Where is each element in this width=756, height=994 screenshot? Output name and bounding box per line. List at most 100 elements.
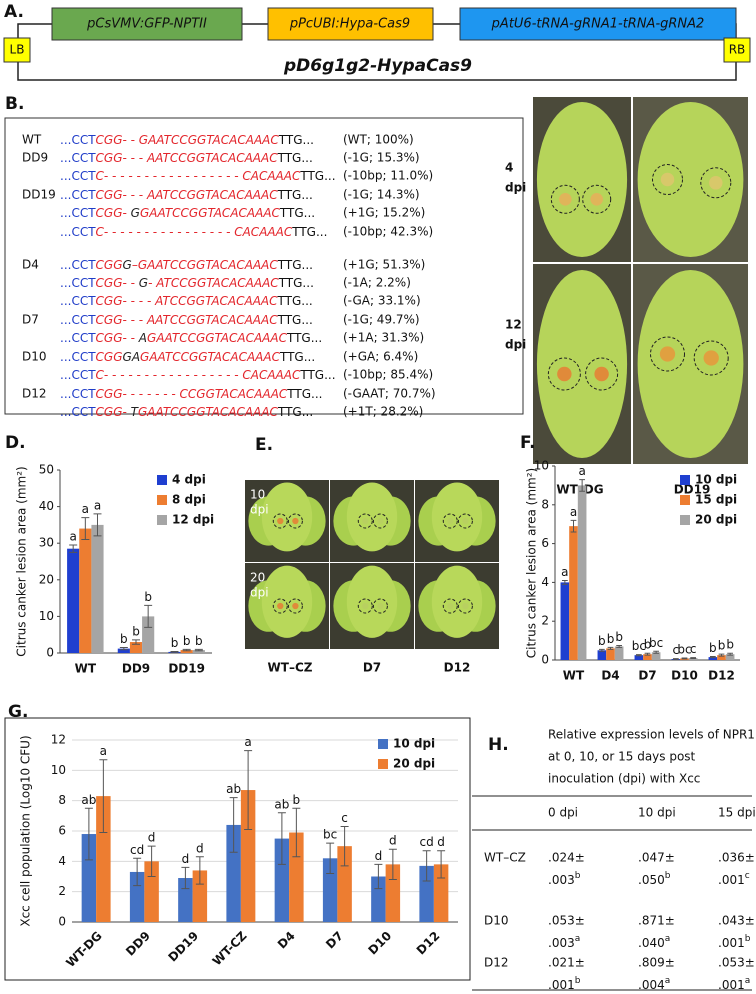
error-bar (69, 544, 78, 553)
lesion-outline (652, 164, 683, 195)
lesion-outline (585, 357, 619, 391)
lesion (660, 172, 675, 187)
cell-mean: .053± (548, 914, 585, 928)
seq-segment: CGG- (96, 206, 131, 220)
error-bar (132, 639, 140, 645)
lesion (277, 602, 284, 610)
seq-prefix: ...CCT (60, 405, 96, 419)
lesion (659, 346, 676, 362)
cassette-label: pPcUBI:Hypa-Cas9 (289, 17, 410, 32)
bar (708, 657, 718, 660)
sequence: ...CCTCGG- - - AATCCGGTACACAAACTTG... (60, 188, 313, 202)
table-title: at 0, 10, or 15 days post (548, 750, 696, 764)
table: Relative expression levels of NPR1 at 0, … (484, 728, 756, 992)
legend-label: 10 dpi (695, 473, 737, 487)
lesion-outline (357, 598, 373, 614)
lesion (362, 602, 369, 610)
legend-swatch (378, 759, 388, 769)
seq-prefix: ...CCT (60, 133, 96, 147)
bar (322, 858, 338, 922)
seq-prefix: ...CCT (60, 331, 96, 345)
sequence: ...CCTCGG- - - AATCCGGTACACAAACTTG... (60, 313, 313, 327)
bar (129, 871, 145, 922)
sequence: ...CCTCGG- - - - ATCCGGTACACAAACTTG... (60, 294, 313, 308)
x-tick-label: D10 (671, 669, 698, 683)
x-tick-label: D4 (601, 669, 619, 683)
cell-sd: .003a (548, 934, 580, 950)
lesion-outline (287, 513, 303, 529)
cell-mean: .036± (718, 851, 755, 865)
mutation-note: (-GAAT; 70.7%) (343, 387, 436, 401)
seq-prefix: ...CCT (60, 313, 96, 327)
error-bar (277, 812, 286, 865)
legend-swatch (378, 739, 388, 749)
error-bar (653, 650, 660, 654)
y-tick-label: 8 (541, 497, 549, 511)
seq-segment: CGG- - - AATCCGGTACACAAAC (96, 151, 279, 165)
table-title: inoculation (dpi) with Xcc (548, 772, 700, 786)
significance-letter: a (244, 735, 251, 749)
error-bar (437, 850, 446, 879)
lesion (594, 366, 609, 382)
cell-sd: .003b (548, 871, 581, 887)
y-tick-label: 8 (58, 793, 66, 807)
leaf (431, 565, 483, 638)
lesion (447, 517, 454, 525)
bar (192, 650, 205, 653)
seq-prefix: ...CCT (60, 188, 96, 202)
y-tick-label: 0 (58, 915, 66, 929)
bar (67, 548, 80, 653)
seq-segment: CGG- - - AATCCGGTACACAAAC (96, 313, 279, 327)
lesion-outline (582, 184, 612, 214)
significance-letter: c (673, 643, 680, 657)
significance-letter: d (389, 834, 397, 848)
error-bar (718, 653, 725, 657)
leaf (536, 270, 628, 458)
cell-sd: .004a (638, 976, 670, 992)
photo-panel: 4dpi12dpiWT–DGDD19 (505, 97, 748, 497)
seq-segment: C- - - - - - - - - - - - - - - - CACAAAC (96, 225, 293, 239)
x-tick-label: D12 (414, 929, 443, 958)
cell-letter: a (665, 976, 671, 986)
seq-suffix: TTG... (277, 294, 313, 308)
bar (725, 654, 735, 660)
mutation-note: (-10bp; 85.4%) (343, 368, 433, 382)
mutation-note: (-10bp; 11.0%) (343, 169, 433, 183)
bar (79, 528, 92, 653)
error-bar (147, 845, 156, 877)
cell-sd-value: .001 (718, 873, 745, 887)
panel-label: E. (255, 435, 273, 455)
border-box (3, 37, 31, 63)
lesion (709, 176, 723, 190)
cell-sd-value: .003 (548, 873, 575, 887)
x-tick-label: D7 (638, 669, 656, 683)
cell-sd-value: .001 (548, 978, 575, 992)
legend-label: 12 dpi (172, 513, 214, 527)
seq-prefix: ...CCT (60, 294, 96, 308)
significance-letter: ab (226, 782, 241, 796)
significance-letter: b (598, 634, 606, 648)
seq-segment: CGG- - (96, 331, 139, 345)
significance-letter: b (171, 636, 179, 650)
legend-swatch (680, 475, 690, 485)
row-label: D4 (22, 258, 39, 272)
significance-letter: c (341, 811, 348, 825)
error-bar (561, 579, 568, 585)
error-bar (422, 850, 431, 882)
bar (274, 838, 290, 922)
legend-swatch (680, 515, 690, 525)
cell-sd-value: .050 (638, 873, 665, 887)
cell-sd-value: .003 (548, 936, 575, 950)
lesion (292, 602, 299, 610)
error-bar (99, 759, 108, 834)
bar (614, 646, 624, 660)
seq-segment: C- - - - - - - - - - - - - - - - - CACAA… (96, 368, 301, 382)
error-bar (635, 654, 642, 657)
mutation-note: (+1G; 51.3%) (343, 258, 425, 272)
legend-label: 15 dpi (695, 493, 737, 507)
seq-suffix: TTG... (277, 151, 313, 165)
bar (651, 652, 661, 660)
lesion-outline (550, 184, 580, 214)
leaf (261, 482, 313, 552)
lesion (277, 517, 284, 525)
